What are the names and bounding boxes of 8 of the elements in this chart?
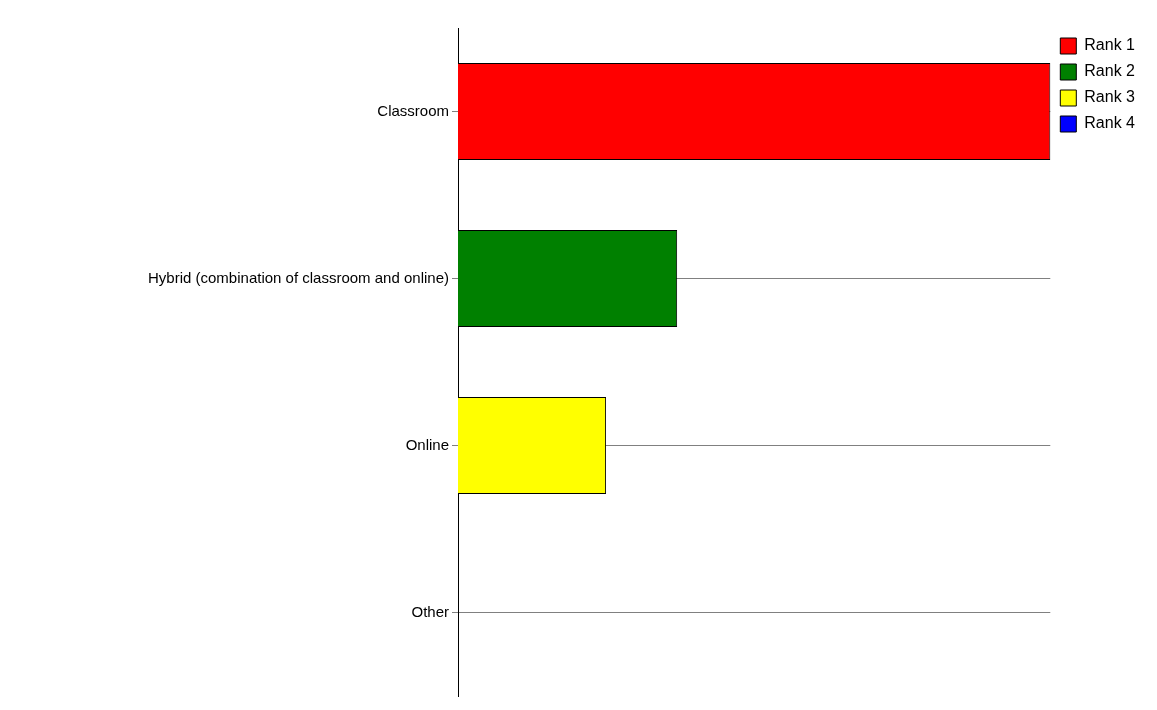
legend-label: Rank 3 (1084, 88, 1136, 106)
y-tick-label: Other (411, 602, 449, 620)
legend-label: Rank 1 (1084, 36, 1136, 54)
y-tick-label: Hybrid (combination of classroom and online) (148, 268, 449, 286)
legend-label: Rank 2 (1084, 62, 1136, 80)
y-tick-label: Classroom (377, 101, 449, 119)
legend-label: Rank 4 (1084, 114, 1136, 132)
y-tick-label: Online (405, 435, 449, 453)
